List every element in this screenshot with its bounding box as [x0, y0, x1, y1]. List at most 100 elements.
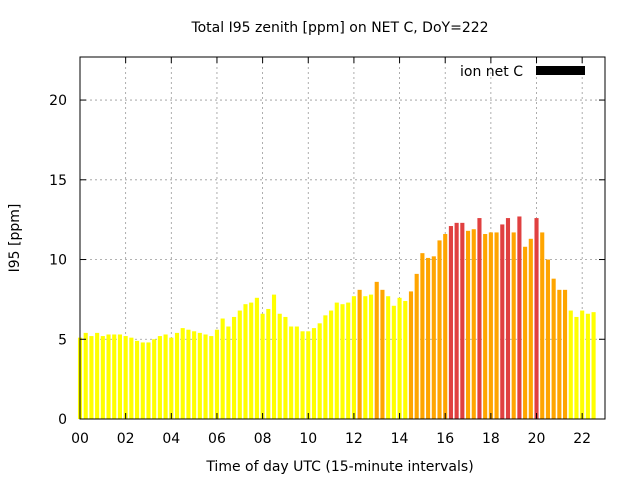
- x-tick-label: 18: [482, 431, 500, 447]
- bar: [169, 337, 174, 419]
- bar: [214, 329, 220, 419]
- bar: [523, 246, 528, 419]
- bar: [95, 332, 100, 419]
- y-tick-label: 20: [49, 93, 67, 109]
- bar: [294, 326, 299, 419]
- bar: [460, 222, 465, 419]
- legend-swatch: [536, 66, 585, 75]
- x-tick-label: 16: [436, 431, 454, 447]
- bar: [203, 334, 208, 419]
- bar: [494, 232, 499, 419]
- bar: [232, 316, 237, 419]
- bar: [112, 334, 117, 419]
- bar: [357, 289, 362, 419]
- bar: [534, 218, 539, 419]
- bar: [580, 310, 585, 419]
- bar: [517, 216, 522, 419]
- bar: [271, 294, 277, 419]
- bar: [174, 332, 180, 419]
- bar: [117, 334, 122, 419]
- x-tick-label: 12: [345, 431, 363, 447]
- bar: [186, 329, 191, 419]
- y-tick-label: 10: [49, 253, 67, 269]
- x-tick-label: 10: [299, 431, 317, 447]
- bar: [488, 232, 493, 419]
- bar: [106, 334, 111, 419]
- bar: [163, 334, 168, 419]
- bar: [574, 316, 579, 419]
- bar: [545, 259, 550, 419]
- bar: [426, 257, 431, 419]
- plot-frame: [79, 56, 606, 420]
- x-tick-label: 06: [208, 431, 226, 447]
- bar: [152, 339, 157, 419]
- y-tick-label: 0: [58, 412, 67, 428]
- y-tick-label: 5: [58, 332, 67, 348]
- y-axis-label: I95 [ppm]: [7, 204, 23, 273]
- bar: [311, 328, 317, 419]
- bar: [340, 304, 345, 419]
- bar: [511, 232, 516, 419]
- bar: [197, 332, 202, 419]
- bar: [135, 340, 140, 419]
- bar: [192, 331, 197, 419]
- bar: [334, 302, 339, 419]
- bar: [140, 342, 145, 419]
- bar: [500, 224, 505, 419]
- bar: [346, 302, 351, 419]
- bar: [443, 234, 448, 419]
- x-tick-label: 08: [254, 431, 272, 447]
- bar: [260, 313, 265, 419]
- bar: [391, 305, 396, 419]
- bars: [77, 216, 596, 419]
- bar: [471, 229, 476, 419]
- x-tick-label: 02: [117, 431, 135, 447]
- bar: [129, 337, 134, 419]
- bar: [100, 336, 105, 419]
- bar: [277, 313, 282, 419]
- x-tick-label: 00: [71, 431, 89, 447]
- bar: [551, 278, 556, 419]
- bar: [454, 222, 459, 419]
- bar: [306, 331, 311, 419]
- x-tick-label: 22: [573, 431, 591, 447]
- chart-title: Total I95 zenith [ppm] on NET C, DoY=222: [190, 20, 488, 36]
- y-tick-labels: 0 5 10 15 20: [49, 93, 67, 428]
- bar: [505, 218, 511, 419]
- bar: [351, 296, 356, 419]
- bar: [563, 289, 568, 419]
- bar: [386, 296, 391, 419]
- legend-label: ion net C: [460, 64, 523, 80]
- bar: [300, 331, 305, 419]
- bar: [408, 291, 414, 419]
- bar: [146, 342, 151, 419]
- bar: [420, 253, 425, 419]
- bar: [323, 315, 328, 419]
- bar: [243, 304, 248, 419]
- bar: [403, 300, 408, 419]
- bar: [437, 240, 442, 419]
- bar: [380, 289, 385, 419]
- bar: [254, 297, 259, 419]
- bar: [374, 281, 379, 419]
- bar: [266, 308, 271, 419]
- bar: [283, 316, 288, 419]
- bar: [568, 310, 573, 419]
- bar: [317, 323, 322, 419]
- x-tick-label: 20: [528, 431, 546, 447]
- bar: [477, 218, 482, 419]
- bar: [289, 326, 294, 419]
- bar: [83, 332, 88, 419]
- bar: [591, 312, 596, 419]
- bar: [448, 226, 453, 419]
- bar: [180, 328, 185, 419]
- bar: [89, 336, 94, 419]
- bar: [483, 234, 488, 419]
- y-tick-label: 15: [49, 173, 67, 189]
- bar: [528, 238, 533, 419]
- bar: [237, 310, 242, 419]
- legend: ion net C: [460, 64, 585, 80]
- bar: [465, 230, 471, 419]
- bar: [249, 302, 254, 419]
